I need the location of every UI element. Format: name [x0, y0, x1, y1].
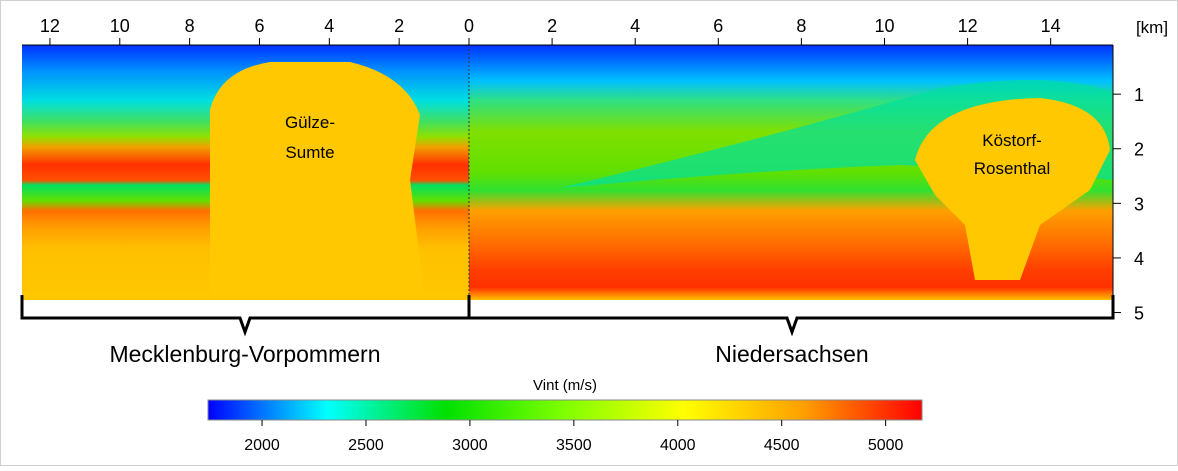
colorbar-tick-label: 5000 — [868, 437, 904, 454]
region-label: Mecklenburg-Vorpommern — [109, 341, 380, 367]
colorbar-tick-label: 4000 — [660, 437, 696, 454]
x-tick-label: 2 — [547, 16, 557, 36]
x-tick-label: 0 — [464, 16, 474, 36]
brace — [469, 295, 1115, 337]
region-label: Niedersachsen — [715, 341, 868, 367]
colorbar-tick-label: 2500 — [348, 437, 384, 454]
y-tick-label: 3 — [1134, 194, 1144, 214]
x-unit: [km] — [1136, 18, 1168, 37]
annotation: Köstorf- — [982, 131, 1042, 150]
annotation: Rosenthal — [974, 159, 1051, 178]
salt-dome — [915, 98, 1110, 280]
x-tick-label: 14 — [1041, 16, 1061, 36]
x-tick-label: 10 — [110, 16, 130, 36]
x-tick-label: 8 — [185, 16, 195, 36]
y-tick-label: 1 — [1134, 85, 1144, 105]
annotation: Gülze- — [285, 113, 335, 132]
brace — [20, 295, 471, 337]
x-tick-label: 4 — [324, 16, 334, 36]
colorbar-tick-label: 2000 — [244, 437, 280, 454]
colorbar-tick-label: 3500 — [556, 437, 592, 454]
x-tick-label: 10 — [874, 16, 894, 36]
colorbar-tick-label: 4500 — [764, 437, 800, 454]
x-tick-label: 4 — [630, 16, 640, 36]
x-tick-label: 6 — [254, 16, 264, 36]
salt-dome — [210, 62, 425, 300]
colorbar-label: Vint (m/s) — [533, 377, 597, 394]
x-tick-label: 8 — [796, 16, 806, 36]
y-tick-label: 2 — [1134, 140, 1144, 160]
y-tick-label: 4 — [1134, 249, 1144, 269]
colorbar-tick-label: 3000 — [452, 437, 488, 454]
x-tick-label: 12 — [958, 16, 978, 36]
x-tick-label: 12 — [40, 16, 60, 36]
y-tick-label: 5 — [1134, 304, 1144, 324]
x-tick-label: 6 — [713, 16, 723, 36]
annotation: Sumte — [285, 143, 334, 162]
colorbar — [207, 399, 923, 421]
x-tick-label: 2 — [394, 16, 404, 36]
